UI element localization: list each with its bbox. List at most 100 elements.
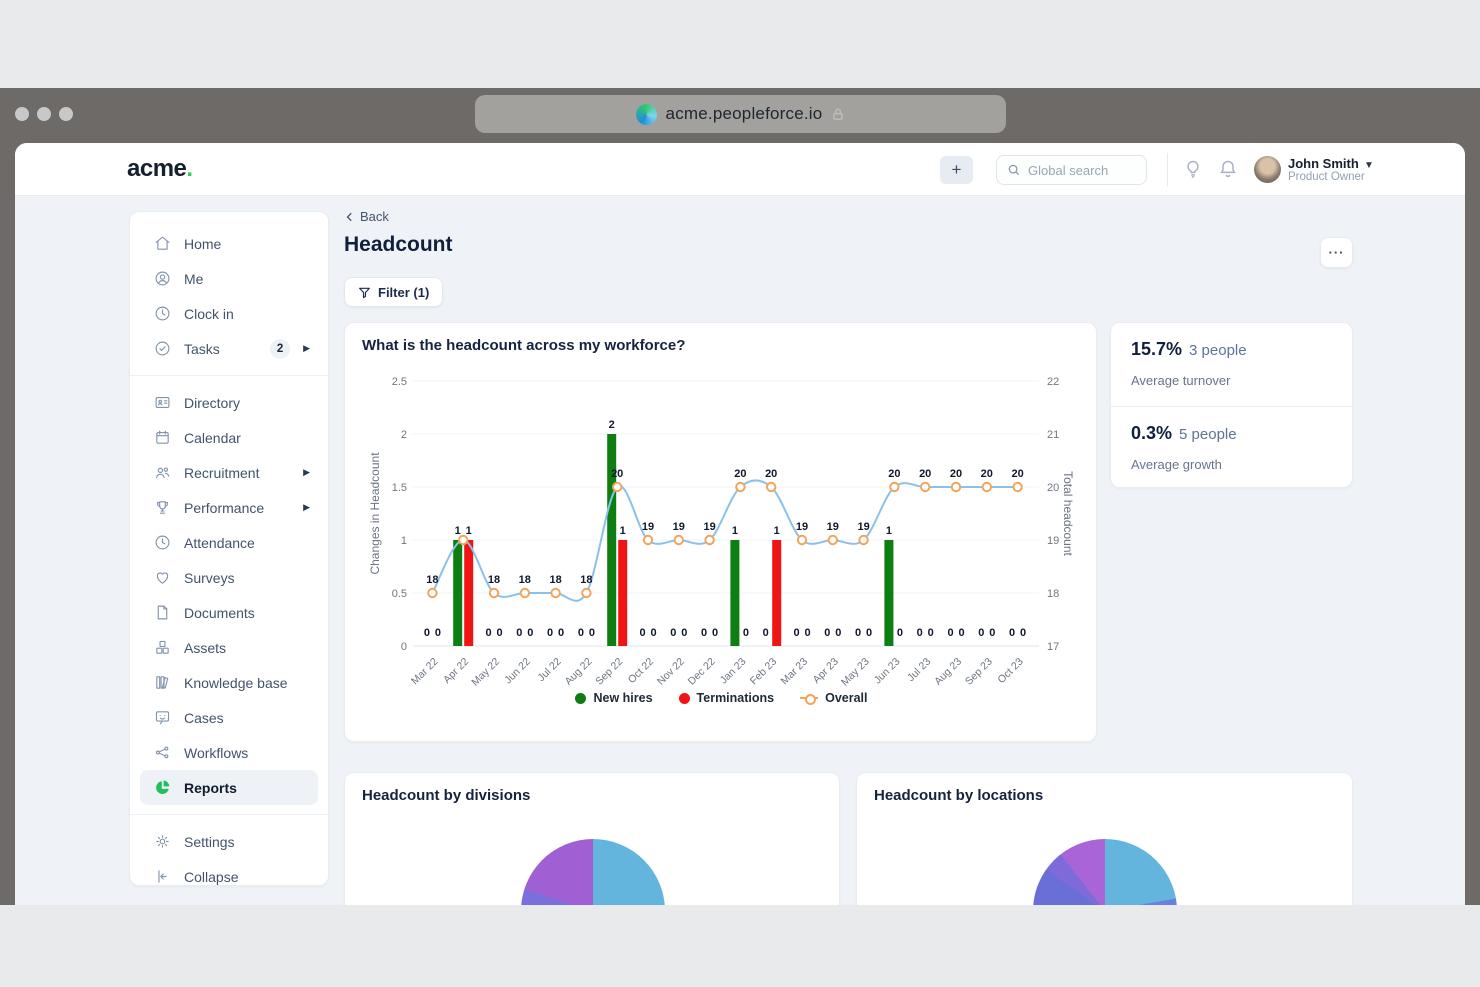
sidebar-item-assets[interactable]: Assets: [130, 630, 328, 665]
sidebar-item-documents[interactable]: Documents: [130, 595, 328, 630]
svg-text:0: 0: [897, 627, 903, 639]
legend-item-overall[interactable]: Overall: [800, 691, 868, 705]
svg-text:Jun 22: Jun 22: [502, 656, 533, 687]
svg-text:20: 20: [611, 468, 623, 480]
sidebar-item-directory[interactable]: Directory: [130, 385, 328, 420]
svg-text:0: 0: [958, 627, 964, 639]
locations-chart-title: Headcount by locations: [874, 787, 1044, 804]
svg-text:Feb 23: Feb 23: [748, 656, 780, 688]
sidebar-item-label: Recruitment: [184, 464, 260, 481]
tasks-count-badge: 2: [270, 338, 291, 359]
svg-text:Apr 22: Apr 22: [441, 656, 471, 686]
window-dot[interactable]: [15, 107, 29, 121]
sidebar-item-workflows[interactable]: Workflows: [130, 735, 328, 770]
pie-icon: [156, 780, 170, 794]
svg-text:0: 0: [401, 641, 407, 653]
sidebar-item-surveys[interactable]: Surveys: [130, 560, 328, 595]
turnover-label: Average turnover: [1131, 373, 1231, 388]
svg-text:18: 18: [488, 574, 500, 586]
svg-text:20: 20: [765, 468, 777, 480]
home-icon: [155, 236, 170, 250]
sidebar-item-label: Attendance: [184, 534, 255, 551]
svg-text:18: 18: [426, 574, 438, 586]
average-growth-stat: 0.3% 5 people Average growth: [1111, 406, 1354, 489]
sidebar-item-collapse[interactable]: Collapse: [130, 859, 328, 894]
sidebar-item-label: Surveys: [184, 569, 235, 586]
svg-text:Oct 23: Oct 23: [995, 656, 1025, 686]
sidebar-item-label: Directory: [184, 394, 241, 411]
svg-text:0: 0: [978, 627, 984, 639]
sidebar-item-me[interactable]: Me: [130, 261, 328, 296]
svg-text:19: 19: [857, 521, 869, 533]
window-dot[interactable]: [37, 107, 51, 121]
users-icon: [155, 467, 170, 479]
sidebar-item-label: Clock in: [184, 305, 234, 322]
svg-text:0: 0: [547, 627, 553, 639]
svg-text:1: 1: [774, 525, 780, 537]
svg-text:Total headcount: Total headcount: [1061, 471, 1075, 556]
svg-text:0: 0: [835, 627, 841, 639]
legend-marker-icon: [575, 692, 587, 704]
lock-icon: [831, 107, 845, 122]
svg-text:18: 18: [1047, 588, 1059, 600]
sidebar-item-knowledge-base[interactable]: Knowledge base: [130, 665, 328, 700]
add-button[interactable]: +: [940, 156, 973, 184]
svg-text:1: 1: [886, 525, 892, 537]
sidebar-item-tasks[interactable]: Tasks 2 ▶: [130, 331, 328, 366]
svg-text:Jul 22: Jul 22: [535, 656, 563, 684]
svg-text:Dec 22: Dec 22: [686, 656, 718, 688]
sidebar-item-label: Cases: [184, 709, 224, 726]
sidebar-item-settings[interactable]: Settings: [130, 824, 328, 859]
headcount-chart-card: What is the headcount across my workforc…: [344, 322, 1097, 742]
address-bar[interactable]: acme.peopleforce.io: [475, 95, 1006, 133]
sidebar-item-label: Documents: [184, 604, 255, 621]
svg-text:Mar 22: Mar 22: [409, 656, 441, 688]
svg-text:18: 18: [519, 574, 531, 586]
boxes-icon: [156, 640, 169, 654]
legend-label: New hires: [593, 691, 653, 705]
legend-item-new-hires[interactable]: New hires: [575, 691, 653, 705]
svg-text:0: 0: [763, 627, 769, 639]
svg-text:Aug 22: Aug 22: [563, 656, 595, 688]
sidebar-divider: [130, 814, 328, 815]
headcount-by-divisions-card: Headcount by divisions: [344, 772, 840, 905]
svg-text:21: 21: [1047, 429, 1059, 441]
avatar[interactable]: [1254, 156, 1281, 183]
chevron-down-icon[interactable]: ▼: [1364, 160, 1374, 171]
url-text: acme.peopleforce.io: [665, 104, 823, 123]
svg-text:0: 0: [824, 627, 830, 639]
clock-icon: [155, 535, 170, 550]
notifications-bell-icon[interactable]: [1218, 158, 1465, 185]
svg-text:0: 0: [743, 627, 749, 639]
sidebar-item-cases[interactable]: Cases: [130, 700, 328, 735]
sidebar-item-clock-in[interactable]: Clock in: [130, 296, 328, 331]
svg-text:1: 1: [732, 525, 738, 537]
sidebar-item-reports[interactable]: Reports: [140, 770, 318, 805]
sidebar-item-performance[interactable]: Performance ▶: [130, 490, 328, 525]
divisions-pie-chart: [521, 839, 665, 905]
svg-text:20: 20: [888, 468, 900, 480]
more-options-button[interactable]: ···: [1320, 237, 1353, 268]
global-search-input[interactable]: Global search: [996, 155, 1147, 185]
svg-text:0: 0: [578, 627, 584, 639]
svg-text:Changes in Headcount: Changes in Headcount: [368, 452, 382, 575]
window-dot[interactable]: [59, 107, 73, 121]
svg-text:19: 19: [642, 521, 654, 533]
sidebar-item-attendance[interactable]: Attendance: [130, 525, 328, 560]
back-link[interactable]: Back: [345, 209, 389, 224]
filter-button[interactable]: Filter (1): [344, 277, 444, 307]
sidebar-item-recruitment[interactable]: Recruitment ▶: [130, 455, 328, 490]
lightbulb-icon[interactable]: [1183, 158, 1203, 185]
svg-text:0: 0: [589, 627, 595, 639]
legend-marker-icon: [678, 692, 690, 704]
legend-item-terminations[interactable]: Terminations: [678, 691, 774, 705]
chevron-right-icon: ▶: [303, 502, 310, 512]
chevron-right-icon: ▶: [303, 343, 310, 353]
sidebar-item-calendar[interactable]: Calendar: [130, 420, 328, 455]
sidebar-item-home[interactable]: Home: [130, 226, 328, 261]
svg-text:19: 19: [703, 521, 715, 533]
svg-text:May 22: May 22: [469, 656, 502, 689]
chart-legend: New hires Terminations Overall: [345, 691, 1098, 705]
gear-icon: [156, 835, 169, 848]
